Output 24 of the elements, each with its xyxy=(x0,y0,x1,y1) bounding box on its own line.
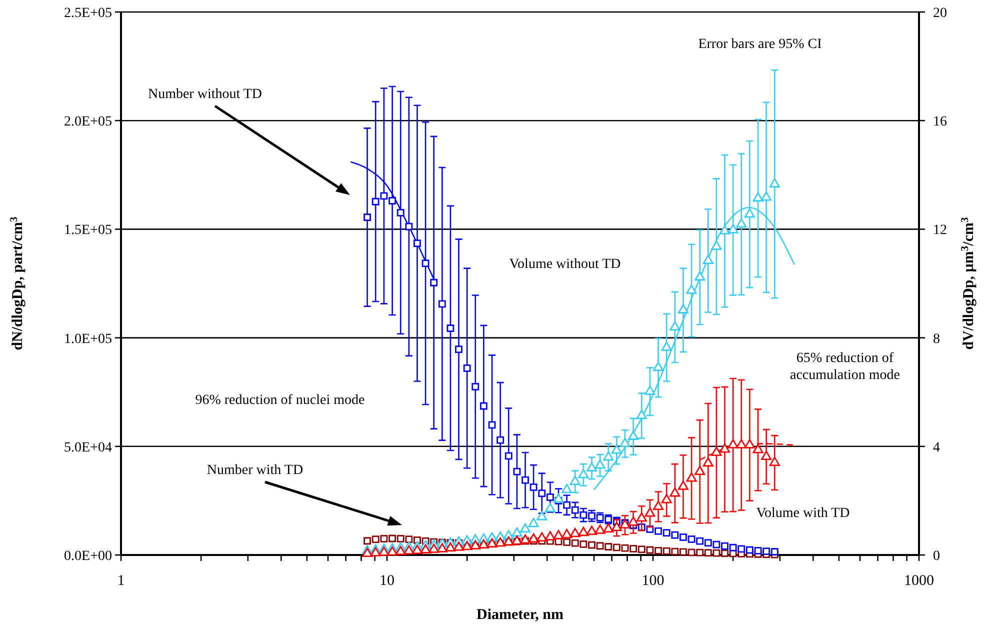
y2-tick-label: 4 xyxy=(933,440,940,456)
annotation: Number without TD xyxy=(148,87,262,102)
annotation: Number with TD xyxy=(206,463,304,478)
y-tick-label: 5.0E+04 xyxy=(64,440,112,456)
y-tick-label: 2.5E+05 xyxy=(64,6,112,21)
y-tick-label: 1.0E+05 xyxy=(64,332,112,347)
y2-tick-label: 16 xyxy=(933,114,947,130)
y2-tick-label: 0 xyxy=(933,549,940,564)
y-tick-label: 2.0E+05 xyxy=(64,114,112,130)
y-tick-label: 0.0E+00 xyxy=(64,549,112,564)
annotation: Error bars are 95% CI xyxy=(698,37,822,52)
annotation: 65% reduction of accumulation mode xyxy=(790,351,900,383)
annotation: Volume without TD xyxy=(509,257,621,272)
y-tick-label: 1.5E+05 xyxy=(64,223,112,238)
annotation: 96% reduction of nuclei mode xyxy=(195,393,365,408)
y2-tick-label: 20 xyxy=(933,6,947,21)
x-tick-label: 1 xyxy=(117,573,125,589)
x-axis-title: Diameter, nm xyxy=(476,607,564,623)
y2-tick-label: 12 xyxy=(933,223,947,238)
x-tick-label: 10 xyxy=(380,573,394,589)
x-tick-label: 100 xyxy=(642,573,664,589)
annotation: Volume with TD xyxy=(756,506,850,521)
y2-tick-label: 8 xyxy=(933,332,940,347)
x-tick-label: 1000 xyxy=(904,573,934,589)
